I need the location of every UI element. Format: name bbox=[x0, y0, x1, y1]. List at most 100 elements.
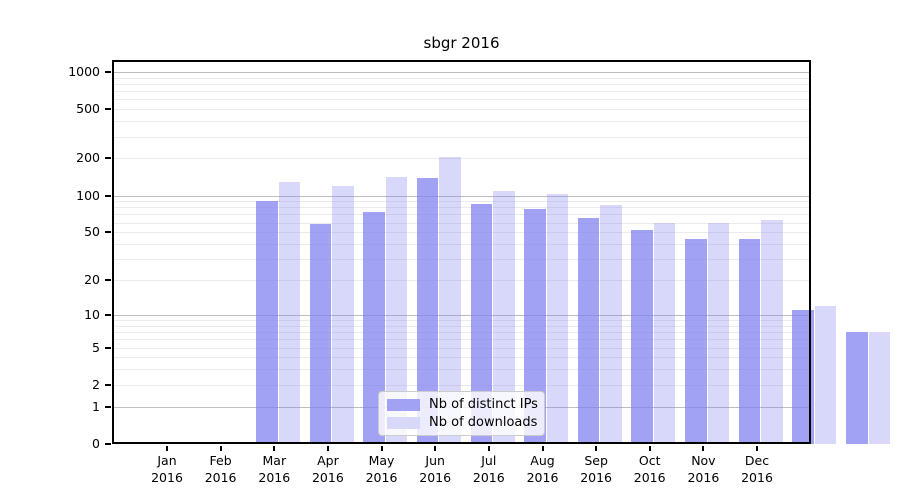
x-tick-label-dec: Dec 2016 bbox=[741, 453, 773, 485]
x-tick-label-aug: Aug 2016 bbox=[526, 453, 559, 485]
bar-downloads-mar bbox=[385, 176, 408, 444]
minor-gridline bbox=[114, 77, 809, 79]
bar-distinct-ips-nov bbox=[792, 310, 814, 444]
y-tick-mark bbox=[105, 108, 111, 111]
x-tick-mark bbox=[434, 446, 437, 451]
bar-downloads-jun bbox=[546, 194, 569, 444]
gridline-layer bbox=[114, 62, 809, 444]
minor-gridline bbox=[114, 232, 809, 234]
y-tick-label: 1 bbox=[92, 398, 100, 414]
y-tick-mark bbox=[105, 405, 111, 408]
y-tick-mark bbox=[105, 194, 111, 197]
bar-downloads-dec bbox=[868, 332, 890, 444]
x-tick-mark bbox=[648, 446, 651, 451]
x-tick-mark bbox=[595, 446, 598, 451]
x-tick-mark bbox=[219, 446, 222, 451]
y-tick-label: 1000 bbox=[68, 63, 100, 79]
x-tick-mark bbox=[380, 446, 383, 451]
x-tick-label-sep: Sep 2016 bbox=[580, 453, 612, 485]
minor-gridline bbox=[114, 332, 809, 333]
x-tick-label-jan: Jan 2016 bbox=[151, 453, 183, 485]
x-tick-mark bbox=[756, 446, 758, 451]
minor-gridline bbox=[114, 121, 809, 123]
minor-gridline bbox=[114, 222, 809, 224]
minor-gridline bbox=[114, 99, 809, 101]
x-tick-label-may: May 2016 bbox=[365, 453, 398, 485]
minor-gridline bbox=[114, 91, 809, 93]
minor-gridline bbox=[114, 339, 809, 341]
x-tick-mark bbox=[702, 446, 705, 451]
minor-gridline bbox=[114, 384, 809, 386]
legend: Nb of distinct IPs Nb of downloads bbox=[378, 391, 545, 436]
x-tick-mark bbox=[487, 446, 490, 451]
y-tick-label: 20 bbox=[84, 272, 100, 287]
legend-swatch-downloads bbox=[387, 416, 420, 429]
y-tick-mark bbox=[105, 346, 111, 349]
minor-gridline bbox=[114, 158, 809, 160]
y-tick-label: 10 bbox=[84, 306, 100, 322]
minor-gridline bbox=[114, 201, 809, 203]
bar-distinct-ips-mar bbox=[363, 211, 385, 444]
major-gridline bbox=[114, 314, 809, 316]
bar-downloads-apr bbox=[439, 157, 461, 444]
y-tick-mark bbox=[105, 279, 111, 281]
x-tick-label-mar: Mar 2016 bbox=[258, 453, 291, 485]
x-tick-label-apr: Apr 2016 bbox=[311, 453, 344, 485]
minor-gridline bbox=[114, 244, 809, 245]
x-tick-label-feb: Feb 2016 bbox=[204, 453, 237, 485]
y-tick-mark bbox=[105, 383, 111, 386]
bar-downloads-oct bbox=[761, 220, 783, 444]
y-tick-label: 0 bbox=[92, 436, 100, 451]
y-tick-mark bbox=[105, 157, 111, 160]
y-tick-mark bbox=[105, 231, 111, 234]
bar-distinct-ips-jan bbox=[256, 201, 278, 444]
minor-gridline bbox=[114, 83, 809, 85]
minor-gridline bbox=[114, 357, 809, 359]
bar-downloads-nov bbox=[814, 305, 837, 444]
x-tick-label-jul: Jul 2016 bbox=[472, 453, 505, 485]
bar-downloads-aug bbox=[653, 222, 676, 444]
x-tick-label-nov: Nov 2016 bbox=[687, 453, 720, 485]
chart-title: sbgr 2016 bbox=[423, 34, 500, 52]
minor-gridline bbox=[114, 109, 809, 111]
legend-label: Nb of downloads bbox=[429, 415, 538, 430]
bar-distinct-ips-jun bbox=[524, 208, 546, 444]
minor-gridline bbox=[114, 320, 809, 321]
y-tick-label: 5 bbox=[92, 339, 100, 355]
y-tick-label: 50 bbox=[84, 224, 100, 240]
bar-distinct-ips-feb bbox=[309, 224, 332, 444]
minor-gridline bbox=[114, 214, 809, 216]
x-tick-mark bbox=[273, 446, 276, 451]
x-tick-label-jun: Jun 2016 bbox=[419, 453, 452, 485]
x-tick-mark bbox=[326, 446, 329, 451]
minor-gridline bbox=[114, 136, 809, 138]
legend-swatch-distinct-ips bbox=[387, 398, 420, 411]
x-tick-mark bbox=[541, 446, 544, 451]
major-gridline bbox=[114, 195, 809, 197]
bar-downloads-jan bbox=[278, 181, 300, 444]
y-tick-label: 2 bbox=[92, 376, 100, 392]
bar-downloads-jul bbox=[600, 204, 622, 444]
y-tick-label: 100 bbox=[76, 187, 100, 203]
bar-distinct-ips-aug bbox=[631, 230, 653, 444]
bar-layer bbox=[114, 62, 890, 444]
major-gridline bbox=[114, 71, 809, 73]
y-tick-label: 500 bbox=[76, 101, 100, 117]
legend-entry: Nb of downloads bbox=[387, 415, 538, 430]
bar-distinct-ips-sep bbox=[685, 239, 707, 444]
y-tick-mark bbox=[105, 443, 111, 445]
x-tick-label-oct: Oct 2016 bbox=[633, 453, 666, 485]
minor-gridline bbox=[114, 325, 809, 327]
minor-gridline bbox=[114, 369, 809, 371]
bar-distinct-ips-may bbox=[470, 204, 493, 444]
bar-distinct-ips-jul bbox=[577, 218, 600, 444]
minor-gridline bbox=[114, 280, 809, 281]
bar-downloads-sep bbox=[707, 222, 730, 444]
minor-gridline bbox=[114, 259, 809, 261]
bar-distinct-ips-oct bbox=[738, 239, 761, 444]
bar-distinct-ips-apr bbox=[416, 177, 439, 444]
minor-gridline bbox=[114, 347, 809, 349]
legend-label: Nb of distinct IPs bbox=[429, 397, 538, 412]
y-tick-mark bbox=[105, 70, 111, 73]
